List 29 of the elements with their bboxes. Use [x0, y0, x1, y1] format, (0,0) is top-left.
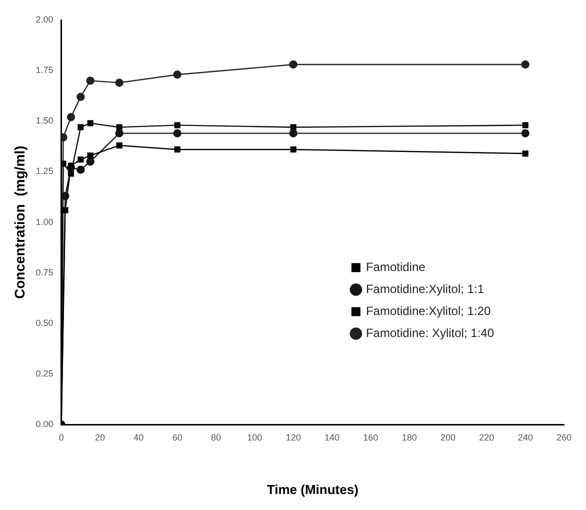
x-tick-label: 80	[210, 432, 221, 442]
x-tick-label: 240	[518, 432, 533, 442]
x-tick-label: 100	[247, 432, 262, 442]
legend-label: Famotidine: Xylitol; 1:40	[366, 326, 494, 340]
x-tick-label: 260	[556, 432, 572, 442]
x-axis-title: Time (Minutes)	[266, 482, 358, 497]
y-tick-label: 0.50	[36, 318, 54, 328]
y-tick-label: 1.50	[36, 116, 54, 126]
x-tick-label: 220	[479, 432, 494, 442]
y-tick-label: 1.25	[36, 166, 54, 176]
x-tick-label: 160	[363, 432, 378, 442]
legend-label: Famotidine:Xylitol; 1:1	[366, 282, 484, 296]
legend-label: Famotidine:Xylitol; 1:20	[366, 304, 491, 318]
x-tick-label: 180	[402, 432, 417, 442]
y-tick-label: 0.25	[36, 368, 54, 379]
x-tick-label: 140	[324, 432, 340, 442]
legend-label: Famotidine	[366, 260, 426, 274]
x-tick-label: 200	[440, 432, 456, 442]
x-tick-label: 40	[134, 432, 144, 442]
y-tick-label: 2.00	[36, 14, 54, 24]
y-axis-title: Concentration (mg/ml)	[11, 146, 28, 299]
x-tick-label: 120	[286, 432, 301, 442]
y-tick-label: 1.00	[36, 216, 54, 227]
x-tick-label: 20	[94, 432, 105, 442]
x-tick-label: 0	[58, 432, 64, 442]
y-tick-label: 1.75	[36, 65, 54, 76]
x-tick-label: 60	[172, 432, 182, 442]
y-tick-label: 0.75	[36, 267, 54, 278]
y-tick-label: 0.00	[36, 419, 54, 430]
